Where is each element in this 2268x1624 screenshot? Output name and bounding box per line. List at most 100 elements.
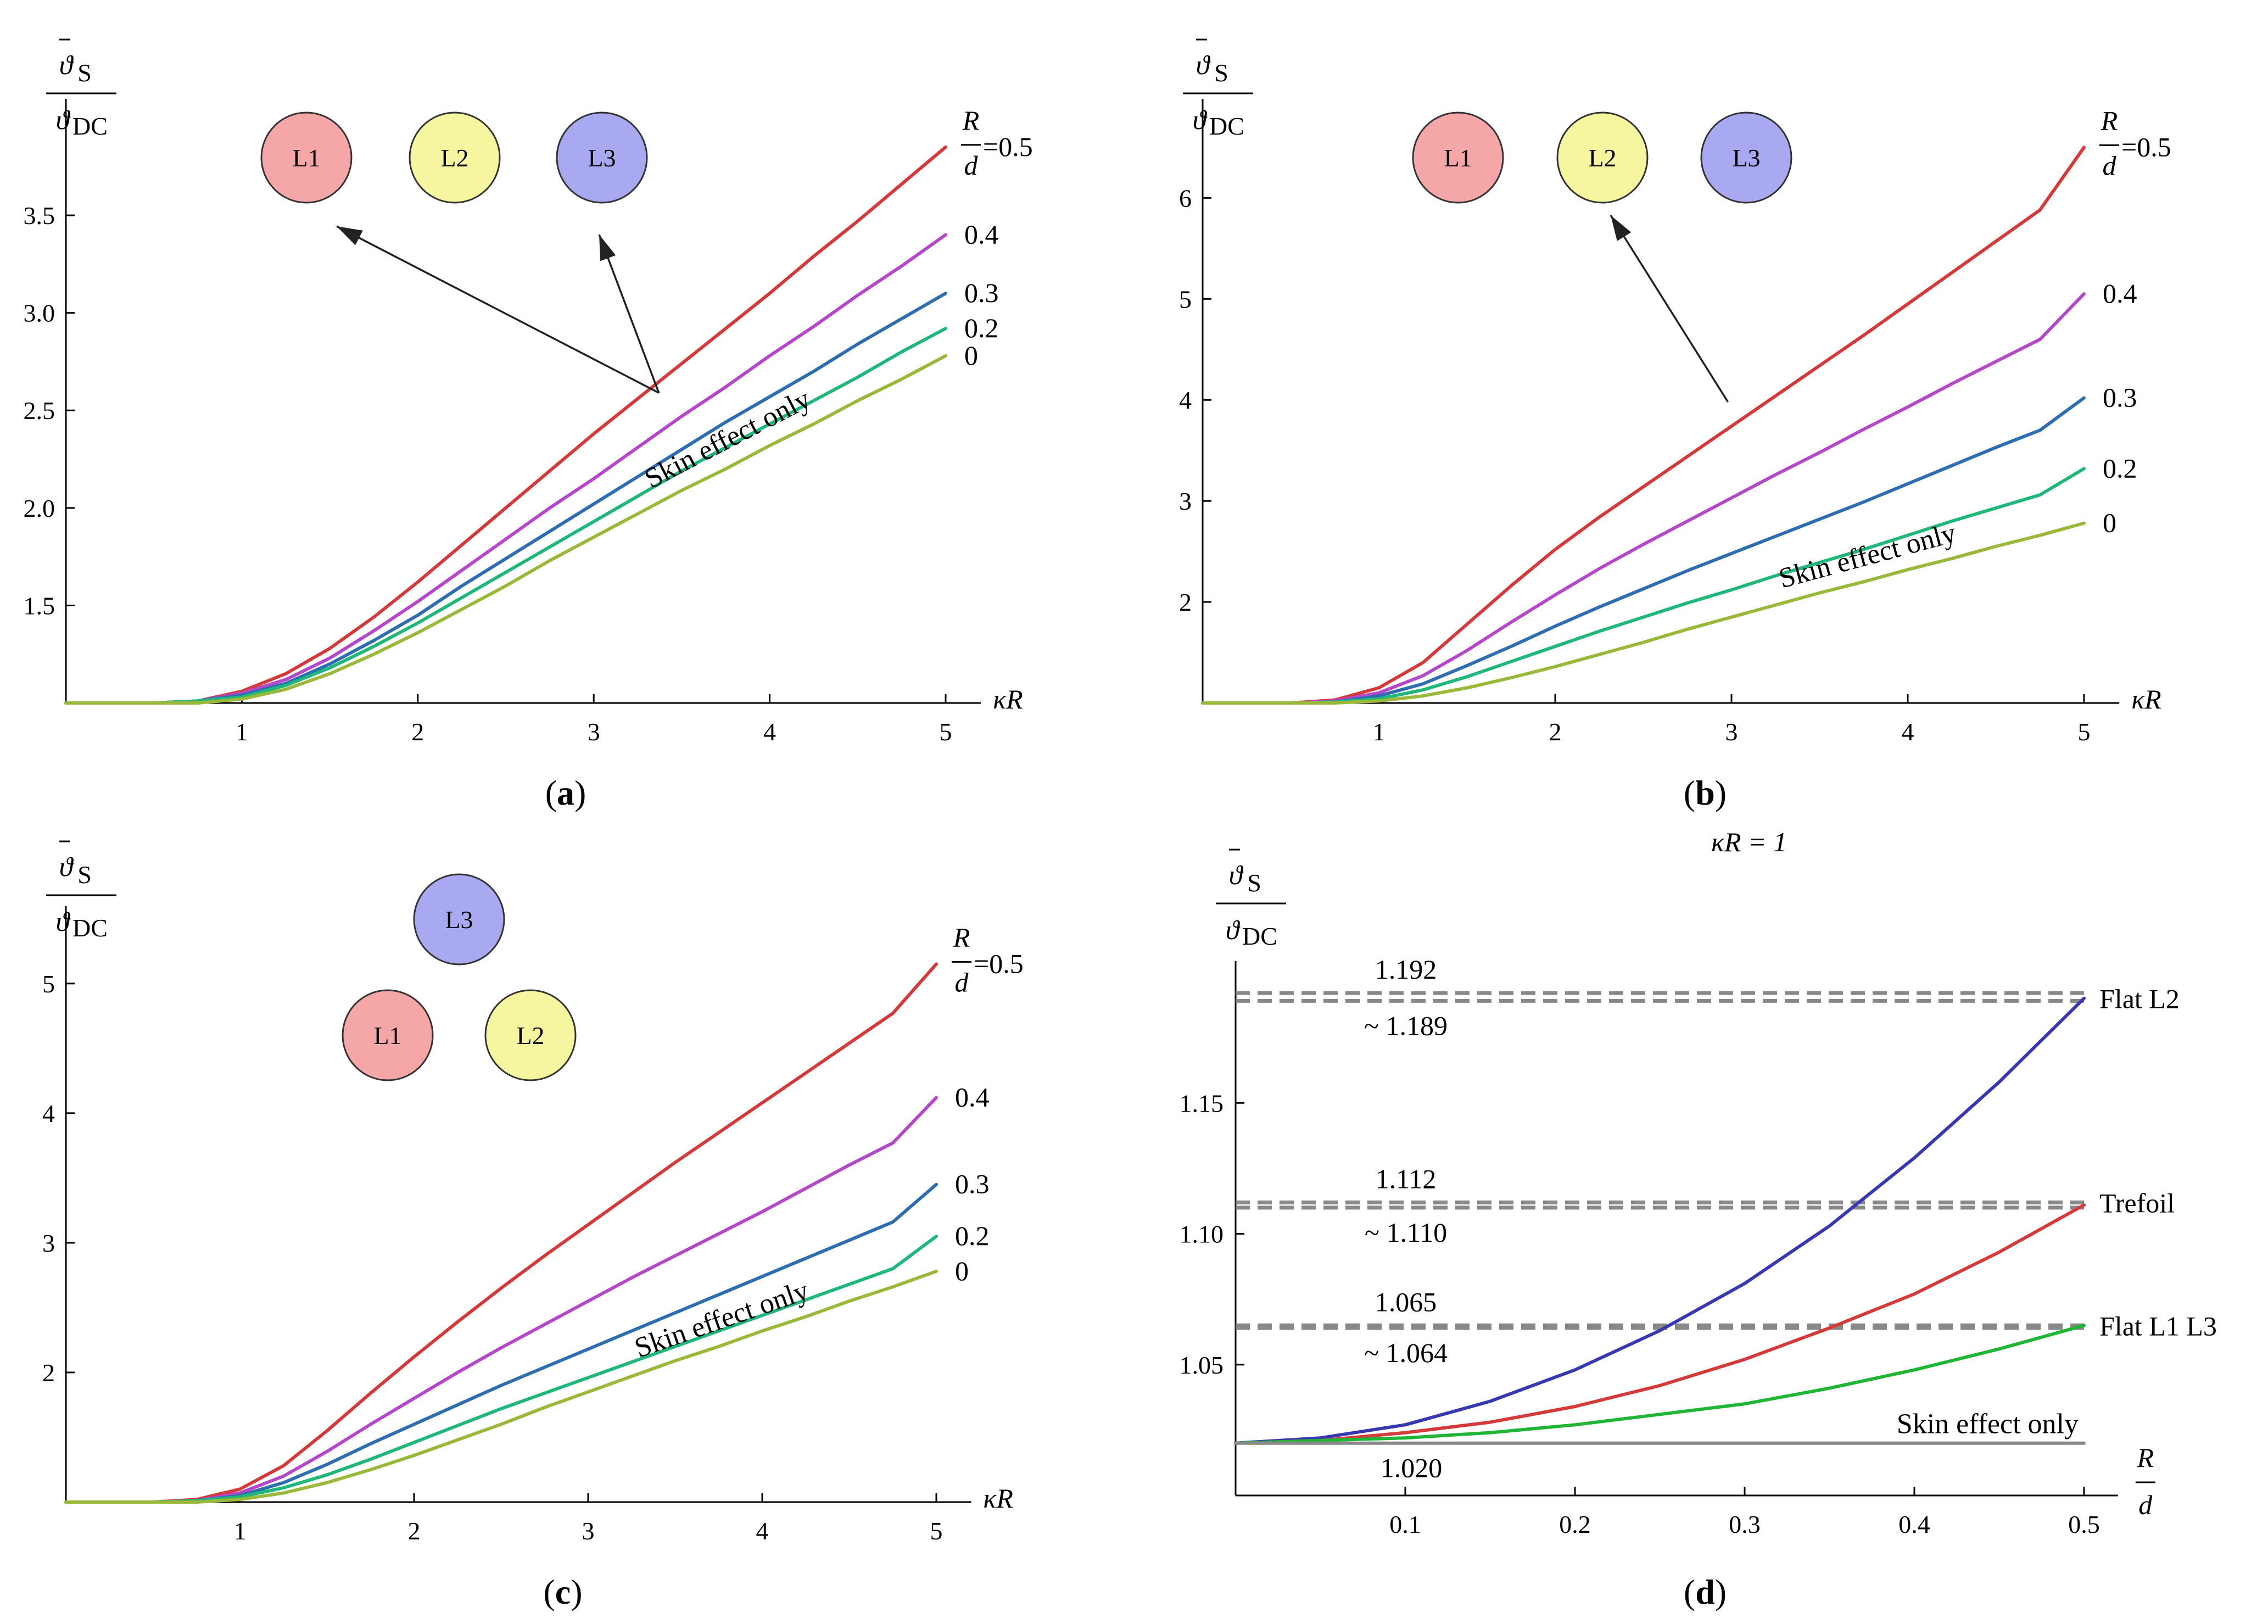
conductor-l1: L1 [260, 111, 353, 204]
arrow-head [599, 235, 616, 261]
series-r0.2 [64, 327, 947, 705]
x-tick-label: 2 [411, 718, 424, 746]
x-axis-label: κR [993, 684, 1023, 715]
conductor-circle [484, 989, 577, 1081]
y-tick-label: 3.5 [24, 202, 55, 230]
y-tick-label: 1.05 [1180, 1351, 1224, 1379]
ratio-label: Rd=0.5 [2099, 105, 2171, 181]
x-tick-label: 5 [930, 1517, 943, 1545]
conductor-label: L2 [1588, 144, 1616, 172]
y-tick-label: 3 [42, 1229, 55, 1257]
series-r0.5 [1201, 146, 2086, 705]
reference-label: 1.112 [1376, 1163, 1437, 1194]
panel-caption: (a) [545, 773, 586, 812]
conductor-label: L1 [1444, 144, 1472, 172]
arrow-line [336, 225, 660, 394]
ratio-numerator: R [962, 105, 980, 136]
x-tick-label: 0.2 [1559, 1510, 1591, 1538]
conductor-l2: L2 [1556, 111, 1649, 204]
y-tick-label: 3.0 [24, 299, 55, 327]
y-label-denominator: ϑ [56, 104, 71, 135]
x-label-denominator: d [2138, 1489, 2153, 1520]
series-r0 [1201, 521, 2086, 705]
conductor-circle [260, 111, 353, 204]
x-tick-label: 5 [940, 718, 952, 746]
chart-title: κR = 1 [1711, 827, 1787, 857]
x-tick-label: 0.1 [1389, 1510, 1421, 1538]
series-r0.3 [1201, 396, 2086, 705]
y-label-denominator: ϑ [1193, 104, 1208, 135]
conductor-l3: L3 [1700, 111, 1792, 204]
conductor-label: L1 [292, 144, 320, 172]
ratio-denominator: d [955, 967, 969, 997]
x-tick-label: 4 [1902, 718, 1914, 746]
panel-caption: (d) [1684, 1572, 1727, 1611]
arrow-to-l3 [598, 234, 660, 393]
series-end-label: 0.3 [955, 1169, 990, 1199]
y-tick-label: 4 [42, 1100, 55, 1128]
conductor-circle [342, 989, 434, 1081]
conductor-circle [409, 111, 501, 204]
y-tick-label: 5 [42, 970, 55, 998]
y-tick-label: 2 [1179, 588, 1192, 616]
conductor-circle [1412, 111, 1504, 204]
series-end-label: 0.2 [955, 1220, 990, 1251]
series-end-label: 0.3 [964, 277, 999, 308]
series-end-label: 0 [964, 340, 978, 371]
series-label-trefoil: Trefoil [2099, 1187, 2175, 1218]
ratio-numerator: R [2101, 105, 2118, 136]
x-label-numerator: R [2137, 1442, 2154, 1473]
panel-caption: (b) [1684, 773, 1727, 812]
x-tick-label: 2 [408, 1517, 421, 1545]
skin-effect-label: Skin effect only [640, 383, 815, 495]
conductor-circle [556, 111, 648, 204]
x-tick-label: 3 [1725, 718, 1738, 746]
y-label-denominator: ϑ [56, 906, 71, 937]
x-tick-label: 0.3 [1729, 1510, 1761, 1538]
y-label-numerator-sub: S [1214, 59, 1228, 87]
series-r0.4 [1201, 292, 2086, 705]
series-end-label: 0.4 [964, 219, 999, 250]
series-flat-l2 [1234, 996, 2086, 1445]
arrow-to-l2 [1610, 215, 1729, 403]
arrow-head [337, 226, 363, 245]
y-label-numerator: ϑ [1229, 860, 1244, 890]
series-r0.5 [64, 145, 947, 705]
series-end-label: 0.3 [2103, 382, 2137, 413]
x-axis-label: κR [983, 1483, 1013, 1514]
series-r0.3 [64, 292, 947, 705]
series-r0.5 [64, 962, 938, 1504]
series-r0.4 [64, 233, 947, 705]
conductor-l1: L1 [342, 989, 434, 1081]
series-label-flat-l1-l3: Flat L1 L3 [2099, 1310, 2217, 1341]
x-tick-label: 1 [1373, 718, 1386, 746]
x-tick-label: 3 [588, 718, 600, 746]
conductor-label: L3 [588, 144, 616, 172]
conductor-l1: L1 [1412, 111, 1504, 204]
arrow-line [1610, 215, 1729, 403]
conductor-label: L1 [373, 1022, 401, 1050]
series-end-label: 0.2 [964, 312, 999, 343]
x-tick-label: 1 [236, 718, 248, 746]
series-end-label: 0.4 [955, 1082, 990, 1113]
x-tick-label: 2 [1549, 718, 1562, 746]
y-tick-label: 5 [1179, 285, 1192, 313]
conductor-circle [413, 873, 505, 966]
arrow-to-l1 [336, 225, 660, 394]
x-tick-label: 1 [234, 1517, 247, 1545]
arrow-head [1611, 215, 1632, 241]
y-tick-label: 4 [1179, 386, 1192, 414]
x-tick-label: 4 [763, 718, 776, 746]
reference-label: 1.065 [1375, 1286, 1437, 1317]
conductor-l3: L3 [556, 111, 648, 204]
y-label-denominator-sub: DC [72, 112, 108, 140]
y-tick-label: 2.0 [24, 494, 55, 522]
ratio-denominator: d [964, 150, 979, 181]
conductor-circle [1700, 111, 1792, 204]
x-tick-label: 0.5 [2068, 1510, 2100, 1538]
series-r0.2 [1201, 467, 2086, 705]
